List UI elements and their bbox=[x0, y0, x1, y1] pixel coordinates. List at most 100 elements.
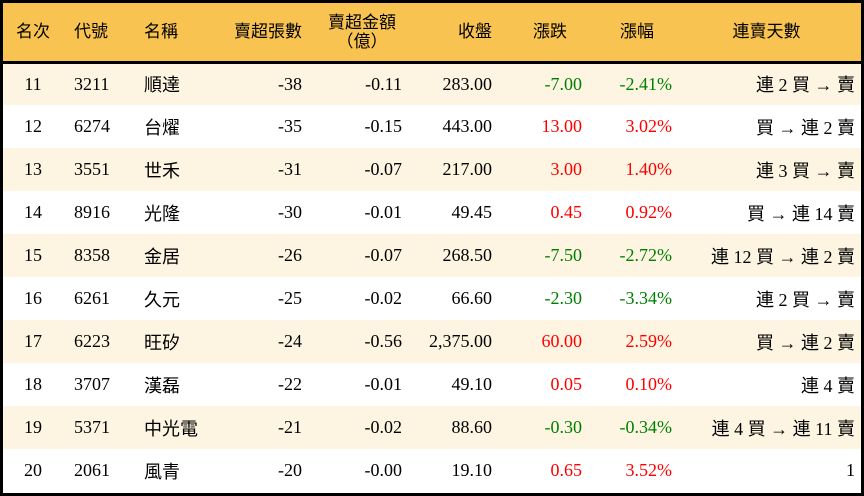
streak-cell: 買 → 連 2 賣 bbox=[756, 332, 855, 353]
net-sell-lots-cell: -20 bbox=[278, 460, 302, 480]
net-sell-lots-cell: -35 bbox=[278, 116, 302, 136]
name-cell: 久元 bbox=[144, 289, 180, 310]
name-cell: 旺矽 bbox=[144, 332, 180, 353]
table-row: 19 5371 中光電 -21 -0.02 88.60 -0.30 -0.34% 連 4 買 →… bbox=[3, 406, 861, 449]
table-row: 18 3707 漢磊 -22 -0.01 49.10 0.05 0.10% 連 4 賣 bbox=[3, 363, 861, 406]
header-streak: 連賣天數 bbox=[732, 22, 801, 42]
name-cell: 順達 bbox=[144, 75, 180, 96]
change-cell: 3.00 bbox=[550, 159, 583, 179]
net-sell-lots-cell: -31 bbox=[278, 159, 302, 179]
streak-cell: 連 3 買 → 賣 bbox=[756, 160, 855, 181]
close-cell: 268.50 bbox=[442, 245, 493, 265]
name-cell: 風青 bbox=[144, 461, 180, 482]
streak-cell: 連 4 買 → 連 11 賣 bbox=[711, 418, 855, 439]
streak-cell: 買 → 連 2 賣 bbox=[756, 117, 855, 138]
code-cell: 2061 bbox=[74, 460, 110, 480]
change-pct-cell: 2.59% bbox=[625, 331, 673, 351]
header-net-sell-amount-unit: （億） bbox=[336, 31, 388, 51]
table-row: 16 6261 久元 -25 -0.02 66.60 -2.30 -3.34% 連 2 買 → … bbox=[3, 277, 861, 320]
change-pct-cell: 0.92% bbox=[625, 202, 673, 222]
code-cell: 3551 bbox=[74, 159, 110, 179]
net-sell-amount-cell: -0.07 bbox=[364, 159, 403, 179]
name-cell: 漢磊 bbox=[144, 375, 180, 396]
name-cell: 台燿 bbox=[144, 117, 180, 138]
close-cell: 2,375.00 bbox=[429, 331, 492, 351]
net-sell-lots-cell: -24 bbox=[278, 331, 302, 351]
rank-cell: 15 bbox=[24, 245, 42, 265]
change-cell: 0.65 bbox=[550, 460, 583, 480]
streak-cell: 連 2 買 → 賣 bbox=[756, 289, 855, 310]
header-row: 名次 代號 名稱 賣超張數 賣超金額 （億） 收盤 漲跌 漲幅 連賣天數 bbox=[3, 3, 861, 62]
close-cell: 19.10 bbox=[451, 460, 493, 480]
close-cell: 66.60 bbox=[451, 288, 493, 308]
rank-cell: 13 bbox=[24, 159, 42, 179]
net-sell-lots-cell: -22 bbox=[278, 374, 302, 394]
net-sell-lots-cell: -30 bbox=[278, 202, 302, 222]
net-sell-amount-cell: -0.02 bbox=[364, 288, 403, 308]
streak-cell: 連 12 買 → 連 2 賣 bbox=[711, 246, 855, 267]
change-pct-cell: -2.41% bbox=[619, 73, 673, 94]
table-row: 12 6274 台燿 -35 -0.15 443.00 13.00 3.02% 買 → 連 2 … bbox=[3, 105, 861, 148]
change-cell: -2.30 bbox=[544, 288, 583, 308]
net-sell-amount-cell: -0.02 bbox=[364, 417, 403, 437]
code-cell: 3707 bbox=[74, 374, 110, 394]
net-sell-amount-cell: -0.15 bbox=[364, 116, 403, 136]
change-pct-cell: 3.02% bbox=[625, 116, 673, 136]
name-cell: 金居 bbox=[144, 246, 180, 267]
table-row: 17 6223 旺矽 -24 -0.56 2,375.00 60.00 2.59% 買 → 連 … bbox=[3, 320, 861, 363]
close-cell: 49.45 bbox=[451, 202, 493, 222]
change-cell: 13.00 bbox=[541, 116, 583, 136]
change-pct-cell: -2.72% bbox=[619, 245, 673, 265]
rank-cell: 11 bbox=[24, 73, 42, 94]
net-sell-amount-cell: -0.07 bbox=[364, 245, 403, 265]
net-sell-amount-cell: -0.01 bbox=[364, 202, 403, 222]
close-cell: 49.10 bbox=[451, 374, 493, 394]
table-row: 14 8916 光隆 -30 -0.01 49.45 0.45 0.92% 買 → 連 14 賣 bbox=[3, 191, 861, 234]
net-sell-lots-cell: -38 bbox=[278, 73, 302, 94]
code-cell: 5371 bbox=[74, 417, 110, 437]
change-pct-cell: 3.52% bbox=[625, 460, 673, 480]
code-cell: 8358 bbox=[74, 245, 110, 265]
table-row: 13 3551 世禾 -31 -0.07 217.00 3.00 1.40% 連 3 買 → 賣 bbox=[3, 148, 861, 191]
header-change: 漲跌 bbox=[533, 22, 567, 42]
net-sell-ranking-table: 名次 代號 名稱 賣超張數 賣超金額 （億） 收盤 漲跌 漲幅 連賣天數 11 3… bbox=[3, 3, 861, 492]
change-pct-cell: 0.10% bbox=[625, 374, 673, 394]
header-net-sell-amount-label: 賣超金額 bbox=[328, 12, 396, 32]
name-cell: 中光電 bbox=[144, 418, 198, 439]
code-cell: 3211 bbox=[74, 73, 110, 94]
change-pct-cell: -0.34% bbox=[619, 417, 673, 437]
rank-cell: 20 bbox=[24, 460, 42, 480]
header-code: 代號 bbox=[74, 22, 108, 42]
code-cell: 6274 bbox=[74, 116, 110, 136]
code-cell: 6223 bbox=[74, 331, 110, 351]
rank-cell: 19 bbox=[24, 417, 42, 437]
streak-cell: 連 4 賣 bbox=[801, 375, 855, 396]
code-cell: 8916 bbox=[74, 202, 110, 222]
streak-cell: 1 bbox=[846, 460, 855, 480]
table-row: 20 2061 風青 -20 -0.00 19.10 0.65 3.52% 1 bbox=[3, 449, 861, 492]
header-rank: 名次 bbox=[16, 22, 50, 42]
change-cell: -7.00 bbox=[544, 73, 583, 94]
name-cell: 光隆 bbox=[144, 203, 180, 224]
header-net-sell-lots: 賣超張數 bbox=[234, 22, 302, 42]
net-sell-amount-cell: -0.11 bbox=[365, 73, 402, 94]
rank-cell: 14 bbox=[24, 202, 42, 222]
table-row: 11 3211 順達 -38 -0.11 283.00 -7.00 -2.41% 連 2 買 →… bbox=[3, 62, 861, 105]
name-cell: 世禾 bbox=[144, 160, 180, 181]
net-sell-lots-cell: -25 bbox=[278, 288, 302, 308]
streak-cell: 買 → 連 14 賣 bbox=[747, 203, 855, 224]
change-cell: 0.45 bbox=[550, 202, 583, 222]
rank-cell: 16 bbox=[24, 288, 42, 308]
streak-cell: 連 2 買 → 賣 bbox=[756, 75, 855, 96]
change-pct-cell: -3.34% bbox=[619, 288, 673, 308]
close-cell: 283.00 bbox=[442, 73, 493, 94]
code-cell: 6261 bbox=[74, 288, 110, 308]
net-sell-amount-cell: -0.00 bbox=[364, 460, 403, 480]
rank-cell: 18 bbox=[24, 374, 42, 394]
header-change-pct: 漲幅 bbox=[620, 22, 654, 42]
header-close: 收盤 bbox=[458, 22, 492, 42]
net-sell-amount-cell: -0.56 bbox=[364, 331, 403, 351]
change-cell: -0.30 bbox=[544, 417, 583, 437]
net-sell-lots-cell: -21 bbox=[278, 417, 302, 437]
